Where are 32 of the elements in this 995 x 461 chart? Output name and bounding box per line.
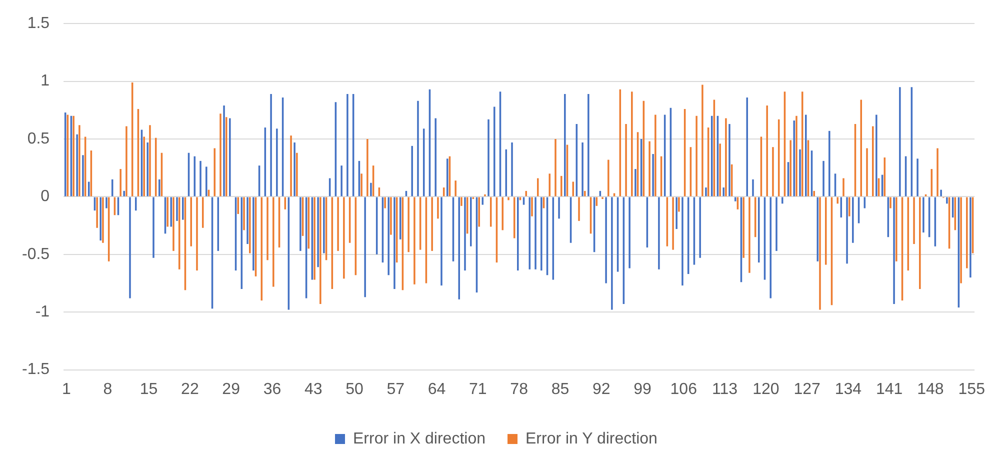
x-tick-label: 141 <box>876 380 903 398</box>
x-tick-label: 155 <box>958 380 986 398</box>
legend-label: Error in Y direction <box>526 430 658 448</box>
y-tick-label: 0 <box>40 188 50 206</box>
x-tick-label: 50 <box>346 380 364 398</box>
y-tick-label: 1 <box>40 72 50 90</box>
y-tick-label: 0.5 <box>27 130 50 148</box>
x-tick-label: 85 <box>551 380 570 398</box>
x-tick-label: 22 <box>181 380 199 398</box>
x-tick-label: 57 <box>386 380 405 398</box>
x-tick-label: 64 <box>428 380 446 398</box>
y-tick-label: -0.5 <box>22 246 50 263</box>
y-tick-label: -1.5 <box>22 361 50 378</box>
x-tick-label: 120 <box>752 380 780 398</box>
x-tick-label: 148 <box>917 380 944 398</box>
x-tick-label: 15 <box>140 380 158 398</box>
x-tick-label: 99 <box>634 380 652 398</box>
x-tick-label: 106 <box>670 380 698 398</box>
x-tick-label: 78 <box>510 380 528 398</box>
x-tick-label: 43 <box>304 380 322 398</box>
x-tick-label: 8 <box>103 380 112 398</box>
x-tick-label: 92 <box>592 380 610 398</box>
y-tick-label: 1.5 <box>27 15 50 32</box>
x-tick-label: 127 <box>794 380 820 398</box>
x-tick-label: 36 <box>263 380 282 398</box>
x-tick-label: 71 <box>469 380 487 398</box>
x-tick-label: 29 <box>222 380 240 398</box>
legend-label: Error in X direction <box>353 430 486 448</box>
y-tick-label: -1 <box>35 304 50 321</box>
x-tick-label: 1 <box>62 380 72 398</box>
x-tick-label: 113 <box>712 380 738 398</box>
x-tick-label: 134 <box>834 380 862 398</box>
